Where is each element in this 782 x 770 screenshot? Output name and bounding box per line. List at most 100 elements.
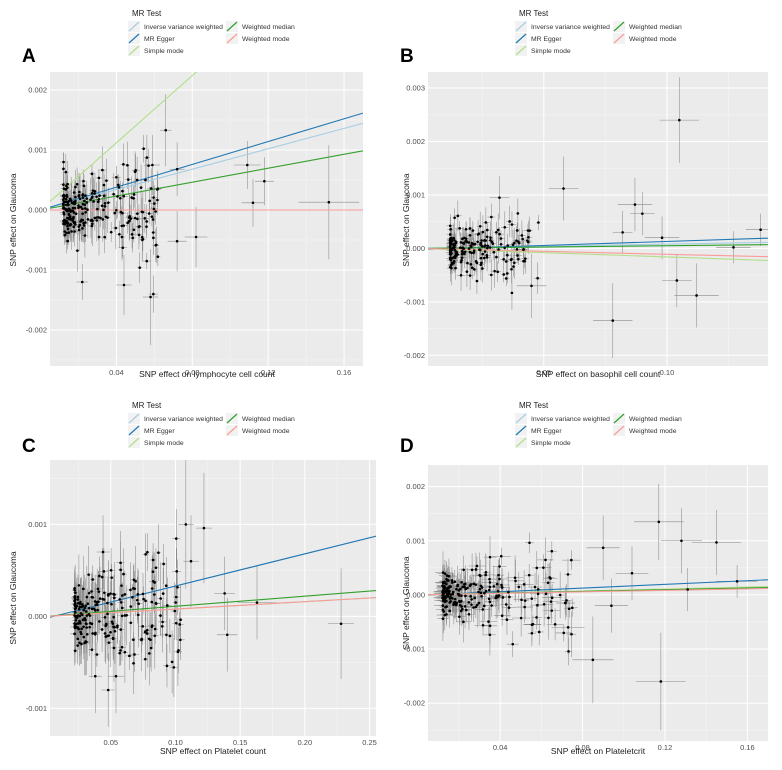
data-point [133,587,136,591]
legend: MR Test Inverse variance weighted MR Egger… [128,9,295,56]
data-point [470,245,473,249]
data-point [496,595,500,599]
data-point [536,603,539,607]
data-point [141,592,145,596]
data-point [464,587,467,591]
data-point [150,600,154,604]
data-point [566,573,570,576]
legend-key-line [515,33,527,44]
data-point [536,592,540,596]
data-point [147,164,150,167]
x-tick-label: 0.05 [103,738,118,747]
data-point [481,267,484,270]
data-point [610,604,613,608]
data-point [477,601,481,605]
data-point [463,236,466,240]
data-point [93,609,97,612]
data-point [84,210,87,214]
data-point [115,175,118,179]
data-point [456,592,460,596]
data-point [480,595,483,598]
data-point [445,594,448,597]
y-tick-label: 0.000 [406,244,425,253]
data-point [479,256,483,260]
legend-label: Weighted median [629,416,682,423]
data-point [73,595,76,599]
y-axis-label: SNP effect on Glaucoma [401,556,411,650]
data-point [189,559,193,563]
data-point [489,236,492,239]
data-point [475,261,479,265]
data-point [79,600,82,604]
data-point [455,587,458,591]
legend-key-line [515,45,527,56]
data-point [453,239,456,242]
data-point [448,585,452,588]
data-point [467,601,471,604]
data-point [528,229,531,232]
data-point [118,598,122,601]
data-point [528,541,531,545]
data-point [84,618,87,622]
data-point [140,210,144,214]
plot-area [50,460,376,727]
data-point [155,243,158,247]
data-point [527,573,531,577]
data-point [118,651,122,655]
data-point [485,254,489,257]
data-point [452,603,455,607]
x-axis-label: SNP effect on lymphocyte cell count [139,369,275,379]
data-point [463,605,467,608]
data-point [542,566,545,569]
data-point [504,260,508,263]
data-point [82,179,85,183]
data-point [135,598,139,602]
data-point [85,614,89,617]
legend-key-line [226,413,238,424]
data-point [85,626,89,629]
data-point [549,577,552,580]
legend-label: Inverse variance weighted [531,24,610,31]
data-point [444,596,448,600]
legend-key-line [128,33,140,44]
data-point [495,255,498,259]
data-point [126,178,130,181]
data-point [64,170,68,174]
data-point [441,617,445,620]
data-point [75,182,79,186]
legend-label: Weighted median [242,24,295,31]
data-point [460,256,464,259]
data-point [570,558,573,562]
data-point [152,202,156,205]
y-tick-label: -0.001 [404,645,425,654]
data-points [441,520,739,683]
data-point [93,600,97,603]
data-point [120,606,124,610]
data-point [601,546,605,550]
data-point [461,237,464,241]
data-points [62,128,331,299]
data-point [151,218,155,221]
legend-key: Inverse variance weighted [515,21,610,32]
data-point [135,178,139,182]
data-point [449,228,452,231]
data-point [530,597,534,600]
data-point [138,266,142,269]
data-point [444,590,447,594]
data-point [732,246,735,249]
legend-key-line [128,437,140,448]
data-point [150,587,154,590]
data-point [74,212,78,216]
legend-key: Weighted mode [613,425,677,436]
mr-lines [50,535,376,618]
data-point [563,601,567,605]
data-point [123,593,127,596]
data-point [77,584,81,587]
data-point [107,201,110,204]
data-point [100,204,104,208]
data-point [480,239,483,242]
data-point [456,584,459,588]
legend-key-line [613,425,625,436]
data-point [660,236,664,240]
